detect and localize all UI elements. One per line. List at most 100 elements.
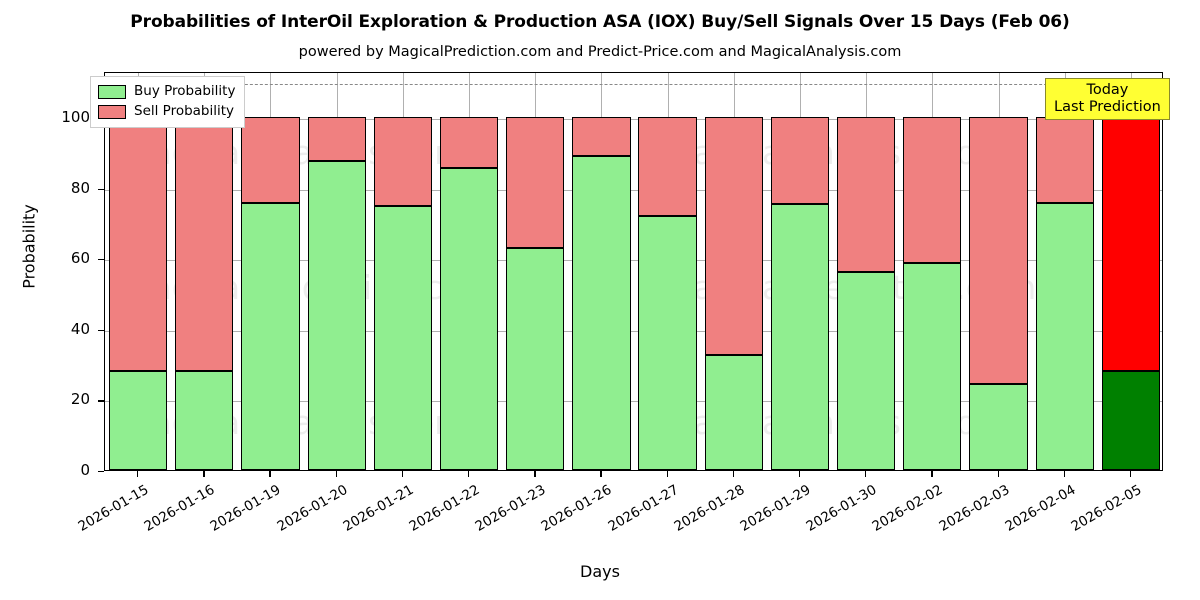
- x-axis-tick-label: 2026-01-15: [75, 481, 152, 535]
- x-axis-tick-mark: [600, 471, 602, 477]
- x-axis-tick-label: 2026-01-21: [340, 481, 417, 535]
- bar-segment-sell: [1101, 116, 1161, 372]
- bar-segment-buy: [969, 383, 1028, 470]
- bar-segment-sell: [969, 116, 1028, 384]
- bar-segment-buy: [1035, 203, 1094, 470]
- bar-segment-sell: [903, 116, 962, 264]
- x-axis-tick-mark: [534, 471, 536, 477]
- bar-segment-buy: [770, 204, 830, 470]
- chart-legend: Buy Probability Sell Probability: [90, 76, 246, 128]
- bar-segment-buy: [572, 155, 631, 470]
- reference-dashed-line: [105, 83, 1162, 85]
- bar-segment-sell: [175, 116, 234, 372]
- bar-segment-sell: [572, 116, 631, 156]
- x-axis-label: Days: [580, 562, 620, 581]
- y-axis-tick-mark: [98, 471, 104, 473]
- legend-swatch: [98, 85, 126, 99]
- bar-stacked[interactable]: [175, 116, 234, 470]
- x-axis-tick-mark: [468, 471, 470, 477]
- bar-stacked[interactable]: [506, 116, 565, 470]
- x-axis-tick-label: 2026-02-02: [869, 481, 946, 535]
- bar-segment-sell: [638, 116, 697, 216]
- bar-stacked[interactable]: [439, 116, 499, 470]
- y-axis-tick-label: 60: [70, 249, 90, 268]
- bar-segment-buy: [506, 247, 565, 470]
- today-annotation: Today Last Prediction: [1045, 78, 1170, 121]
- bar-segment-buy: [241, 203, 300, 470]
- x-axis-tick-label: 2026-02-04: [1002, 481, 1079, 535]
- x-axis-tick-label: 2026-01-19: [207, 481, 284, 535]
- gridline-horizontal: [105, 118, 1162, 120]
- bar-segment-buy: [638, 215, 697, 470]
- bar-stacked[interactable]: [373, 116, 432, 470]
- y-axis-tick-label: 40: [70, 319, 90, 338]
- bar-today[interactable]: [1101, 116, 1161, 470]
- bar-segment-buy: [1101, 371, 1161, 470]
- bar-segment-sell: [704, 116, 763, 356]
- x-axis-tick-mark: [335, 471, 337, 477]
- bar-stacked[interactable]: [1035, 116, 1094, 470]
- bar-stacked[interactable]: [969, 116, 1028, 470]
- bar-segment-buy: [903, 263, 962, 470]
- bar-stacked[interactable]: [837, 116, 896, 470]
- gridline-horizontal: [105, 189, 1162, 191]
- bar-segment-sell: [439, 116, 499, 169]
- y-axis-tick-label: 100: [61, 107, 90, 126]
- bar-segment-buy: [373, 205, 432, 470]
- legend-swatch: [98, 105, 126, 119]
- bar-series-layer: [105, 73, 1162, 470]
- bar-segment-sell: [837, 116, 896, 272]
- y-axis-tick-label: 20: [70, 390, 90, 409]
- x-axis-tick-label: 2026-01-16: [141, 481, 218, 535]
- x-axis-tick-mark: [1129, 471, 1132, 477]
- bar-stacked[interactable]: [108, 116, 168, 470]
- bar-segment-sell: [373, 116, 432, 206]
- bar-stacked[interactable]: [307, 116, 366, 470]
- bar-segment-buy: [307, 161, 366, 470]
- x-axis-tick-label: 2026-01-29: [737, 481, 814, 535]
- legend-label: Sell Probability: [134, 103, 235, 120]
- bar-segment-sell: [1035, 116, 1094, 204]
- bar-segment-sell: [506, 116, 565, 248]
- bar-stacked[interactable]: [638, 116, 697, 470]
- x-axis-tick-mark: [1063, 471, 1066, 477]
- bar-stacked[interactable]: [903, 116, 962, 470]
- legend-label: Buy Probability: [134, 83, 236, 100]
- legend-item: Sell Probability: [98, 102, 235, 122]
- x-axis-tick-mark: [401, 471, 404, 477]
- x-axis-tick-mark: [931, 471, 933, 477]
- x-axis-tick-mark: [137, 471, 139, 477]
- gridline-horizontal: [105, 330, 1162, 332]
- bar-segment-buy: [175, 371, 234, 470]
- x-axis-tick-label: 2026-01-22: [406, 481, 483, 535]
- x-axis-tick-label: 2026-01-28: [671, 481, 748, 535]
- x-axis-tick-mark: [203, 471, 205, 477]
- x-axis-tick-label: 2026-01-30: [803, 481, 880, 535]
- chart-title: Probabilities of InterOil Exploration & …: [130, 12, 1070, 32]
- x-axis-tick-mark: [997, 471, 999, 477]
- bar-segment-buy: [108, 371, 168, 470]
- y-axis-tick-mark: [98, 400, 104, 402]
- today-annotation-line1: Today: [1086, 82, 1129, 98]
- bar-stacked[interactable]: [770, 116, 830, 470]
- x-axis-tick-mark: [865, 471, 867, 477]
- gridline-horizontal: [105, 401, 1162, 403]
- today-annotation-line2: Last Prediction: [1054, 98, 1161, 115]
- bar-stacked[interactable]: [241, 116, 300, 470]
- x-axis-tick-label: 2026-02-03: [935, 481, 1012, 535]
- bar-stacked[interactable]: [704, 116, 763, 470]
- y-axis-tick-label: 0: [80, 461, 90, 479]
- y-axis-tick-label: 80: [70, 178, 90, 197]
- bar-stacked[interactable]: [572, 116, 631, 470]
- x-axis-tick-label: 2026-01-20: [274, 481, 351, 535]
- bar-segment-sell: [108, 116, 168, 372]
- x-axis-tick-mark: [666, 471, 668, 477]
- x-axis-tick-mark: [798, 471, 801, 477]
- y-axis-tick-mark: [98, 259, 104, 261]
- bar-segment-buy: [704, 355, 763, 470]
- x-axis-tick-label: 2026-01-26: [538, 481, 615, 535]
- bar-segment-sell: [770, 116, 830, 205]
- x-axis-tick-label: 2026-01-23: [472, 481, 549, 535]
- y-axis-tick-mark: [98, 188, 104, 190]
